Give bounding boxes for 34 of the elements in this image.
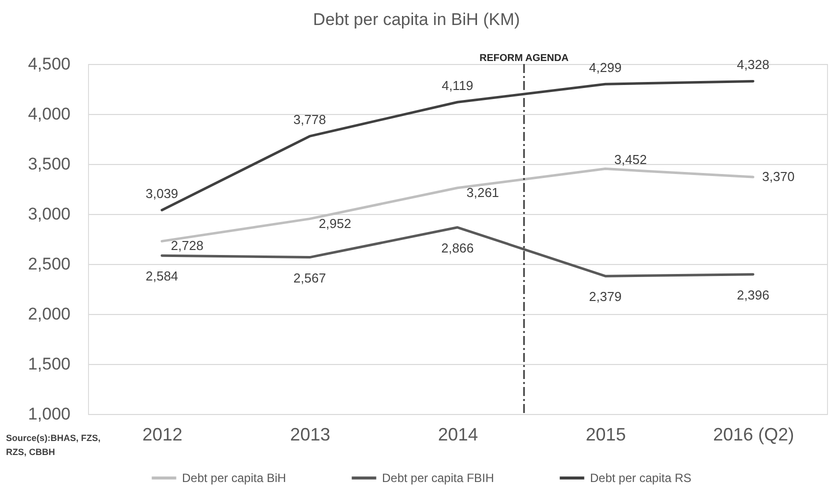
y-tick-label: 4,000 xyxy=(28,104,70,124)
legend-label: Debt per capita FBIH xyxy=(382,471,494,485)
y-tick-label: 3,000 xyxy=(28,204,70,224)
legend-label: Debt per capita BiH xyxy=(182,471,286,485)
chart-title: Debt per capita in BiH (KM) xyxy=(313,10,520,29)
x-tick-label: 2012 xyxy=(142,424,182,444)
data-label: 2,866 xyxy=(441,240,474,256)
data-label: 3,039 xyxy=(146,186,178,202)
data-label: 4,299 xyxy=(589,60,622,76)
data-label: 2,584 xyxy=(146,268,178,284)
x-tick-label: 2013 xyxy=(290,424,330,444)
y-tick-label: 4,500 xyxy=(28,54,70,74)
x-tick-label: 2016 (Q2) xyxy=(713,424,794,444)
x-tick-label: 2014 xyxy=(438,424,478,444)
legend-label: Debt per capita RS xyxy=(590,471,692,485)
ref-line-label: REFORM AGENDA xyxy=(479,53,569,64)
y-tick-label: 1,000 xyxy=(28,404,70,424)
source-note: Source(s):BHAS, FZS, RZS, CBBH xyxy=(6,433,101,457)
data-label: 4,119 xyxy=(442,78,474,94)
data-label: 2,396 xyxy=(736,287,770,302)
data-label: 3,778 xyxy=(293,112,326,128)
data-label: 3,261 xyxy=(466,184,500,200)
x-tick-label: 2015 xyxy=(586,424,626,444)
y-tick-label: 2,000 xyxy=(28,304,70,324)
data-label: 2,567 xyxy=(293,270,326,286)
data-label: 2,379 xyxy=(589,289,622,304)
data-label: 2,952 xyxy=(318,216,352,231)
data-label: 4,328 xyxy=(736,57,770,72)
data-label: 2,728 xyxy=(170,238,204,254)
y-tick-label: 1,500 xyxy=(28,354,70,374)
y-tick-label: 2,500 xyxy=(28,254,70,274)
y-tick-label: 3,500 xyxy=(28,154,70,174)
data-label: 3,370 xyxy=(762,169,795,184)
data-label: 3,452 xyxy=(614,152,647,167)
